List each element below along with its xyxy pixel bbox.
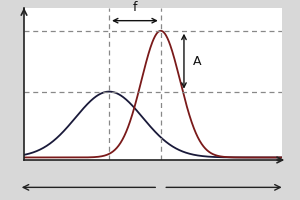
Text: f: f <box>133 1 137 14</box>
Text: A: A <box>193 55 202 68</box>
